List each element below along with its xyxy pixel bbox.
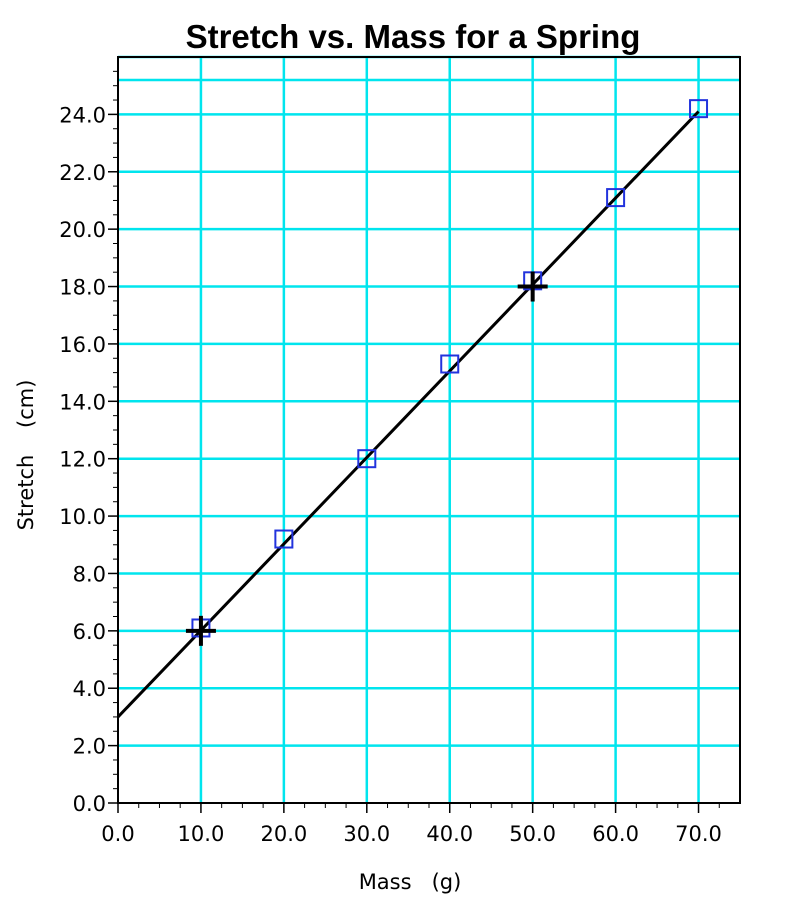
y-tick-label: 4.0 <box>73 677 106 701</box>
cross-markers <box>185 271 548 646</box>
y-tick-label: 24.0 <box>59 103 106 127</box>
x-tick-label: 70.0 <box>675 822 722 846</box>
data-point <box>440 354 460 374</box>
y-tick-label: 2.0 <box>73 735 106 759</box>
y-tick-label: 14.0 <box>59 390 106 414</box>
y-axis-ticks: 0.0 2.0 4.0 6.0 8.0 10.0 12.0 14.0 16.0 18.0 20.0 2… <box>59 70 118 816</box>
y-tick-label: 16.0 <box>59 333 106 357</box>
fit-line <box>116 110 700 718</box>
chart-title: Stretch vs. Mass for a Spring <box>186 18 641 55</box>
x-tick-label: 10.0 <box>178 822 225 846</box>
y-axis-label: Stretch (cm) <box>14 380 38 531</box>
data-point <box>357 449 377 469</box>
x-tick-label: 0.0 <box>101 822 134 846</box>
grid <box>118 55 740 803</box>
y-tick-label: 22.0 <box>59 161 106 185</box>
data-point <box>689 99 709 119</box>
y-tick-label: 10.0 <box>59 505 106 529</box>
y-tick-label: 18.0 <box>59 276 106 300</box>
x-tick-label: 30.0 <box>343 822 390 846</box>
x-tick-label: 50.0 <box>509 822 556 846</box>
y-tick-label: 0.0 <box>73 792 106 816</box>
x-axis-ticks: 0.0 10.0 20.0 30.0 40.0 50.0 60.0 70.0 <box>101 803 722 846</box>
data-point <box>274 529 294 549</box>
fit-line-group <box>116 110 700 718</box>
x-axis-label: Mass (g) <box>359 870 462 894</box>
y-tick-label: 12.0 <box>59 448 106 472</box>
plot-frame <box>117 56 741 804</box>
y-tick-label: 8.0 <box>73 562 106 586</box>
y-tick-label: 20.0 <box>59 218 106 242</box>
x-tick-label: 20.0 <box>260 822 307 846</box>
data-point <box>606 188 626 208</box>
y-tick-label: 6.0 <box>73 620 106 644</box>
x-tick-label: 60.0 <box>592 822 639 846</box>
cross-marker <box>185 615 216 646</box>
x-tick-label: 40.0 <box>426 822 473 846</box>
cross-marker <box>517 271 548 302</box>
